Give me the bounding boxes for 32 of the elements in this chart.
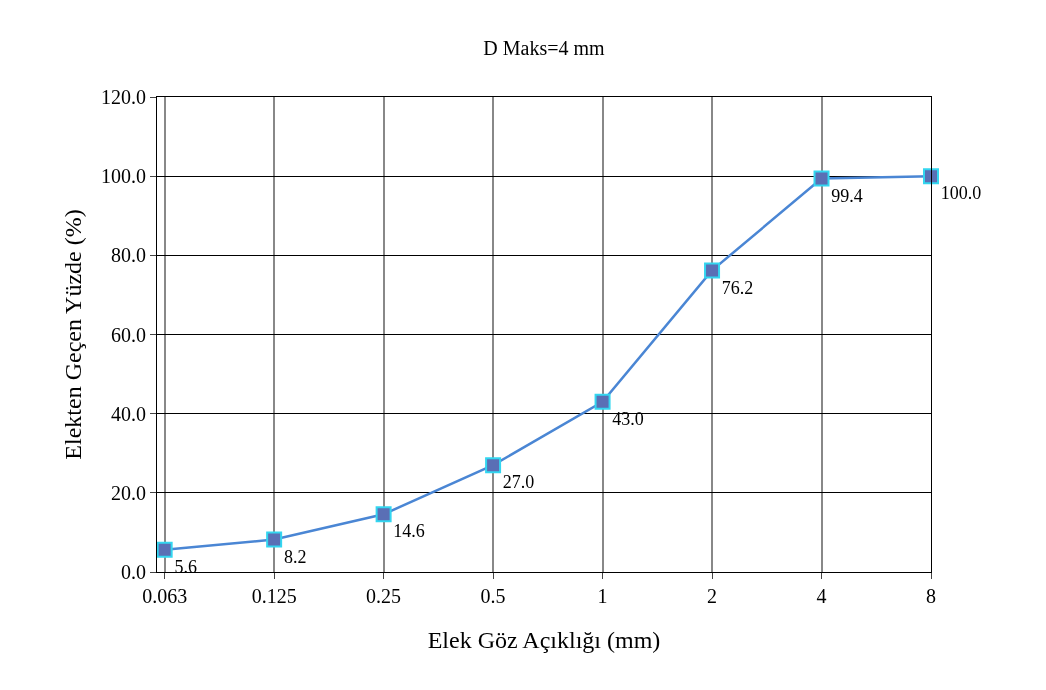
point <box>594 393 611 410</box>
y-tick-label: 120.0 <box>101 86 146 108</box>
x-tick-label: 8 <box>926 585 936 607</box>
y-tick-label: 40.0 <box>111 402 146 425</box>
point <box>704 262 721 279</box>
data-label: 99.4 <box>831 185 863 206</box>
x-tick-label: 0.063 <box>142 585 188 607</box>
x-tick-label: 2 <box>707 585 718 607</box>
x-tick-label: 0.5 <box>480 585 506 607</box>
point <box>375 506 392 523</box>
data-label: 27.0 <box>502 472 535 493</box>
chart-title: D Maks=4 mm <box>483 37 606 60</box>
x-axis-title: Elek Göz Açıklığı (mm) <box>427 627 661 654</box>
y-tick-label: 0.0 <box>121 561 146 583</box>
y-tick-label: 100.0 <box>101 165 146 188</box>
point <box>156 541 173 558</box>
point <box>266 531 283 548</box>
y-tick-label: 20.0 <box>111 481 146 504</box>
data-label: 8.2 <box>283 546 307 567</box>
data-label: 76.2 <box>721 277 754 298</box>
x-tick-label: 0.25 <box>366 585 402 607</box>
x-tick-label: 1 <box>597 585 608 607</box>
data-label: 14.6 <box>393 521 425 542</box>
x-tick-label: 0.125 <box>251 585 297 607</box>
data-label: 100.0 <box>940 183 982 204</box>
point <box>485 457 502 474</box>
point <box>813 170 830 187</box>
y-axis-title: Elekten Geçen Yüzde (%) <box>60 209 87 460</box>
point <box>923 168 939 185</box>
y-tick-label: 80.0 <box>111 244 146 267</box>
y-tick-label: 60.0 <box>111 323 146 346</box>
x-tick-label: 4 <box>816 585 827 607</box>
